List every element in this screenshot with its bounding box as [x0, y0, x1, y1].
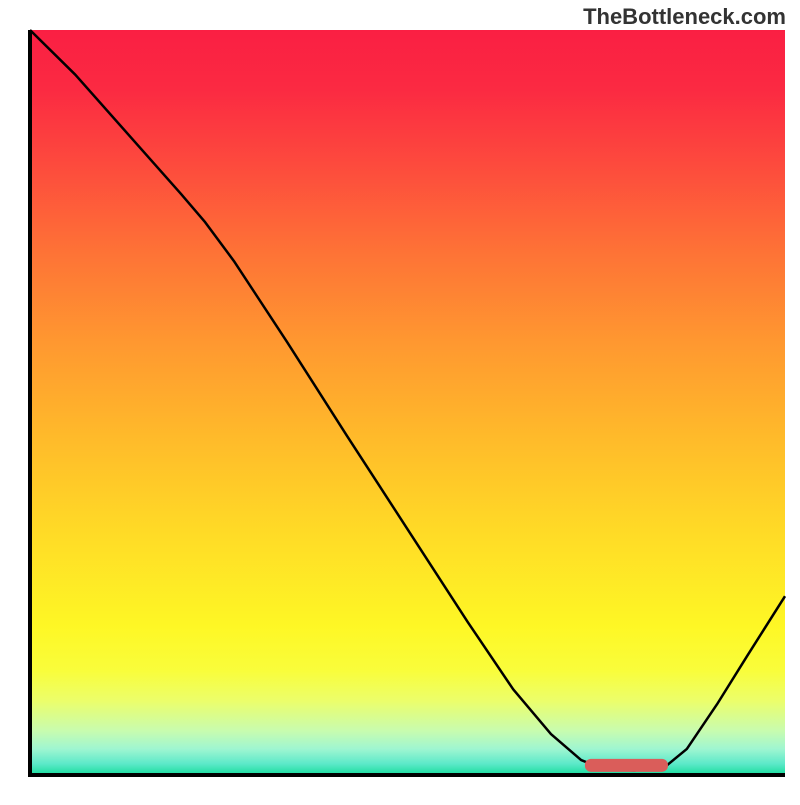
optimal-range-marker: [585, 759, 668, 772]
chart-svg: [0, 0, 800, 800]
chart-background: [30, 30, 785, 775]
bottleneck-chart: [0, 0, 800, 800]
watermark-text: TheBottleneck.com: [583, 4, 786, 30]
